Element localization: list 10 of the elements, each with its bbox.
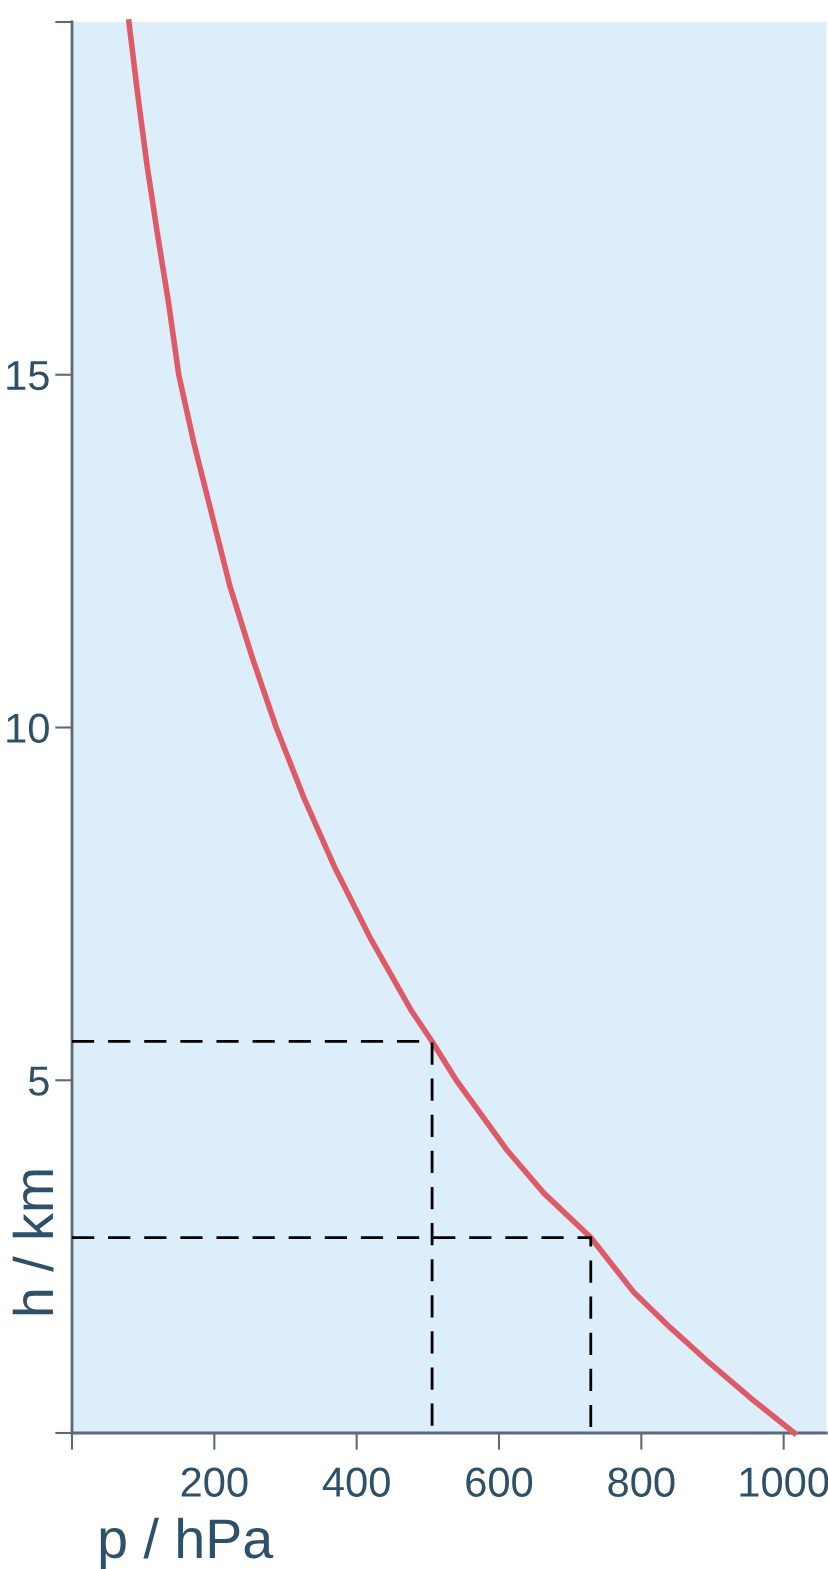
y-axis-title: h / km [12,1170,54,1315]
x-tick-label: 400 [322,1467,390,1497]
x-axis-title: p / hPa [100,1517,274,1569]
x-tick-label: 1000 [740,1467,828,1497]
y-tick-label: 15 [7,361,49,391]
y-tick-label: 10 [7,713,49,744]
y-tick-label: 5 [28,1066,49,1096]
x-tick-label: 600 [466,1467,533,1497]
x-tick-label: 800 [608,1467,675,1497]
x-tick-label: 200 [181,1467,248,1497]
